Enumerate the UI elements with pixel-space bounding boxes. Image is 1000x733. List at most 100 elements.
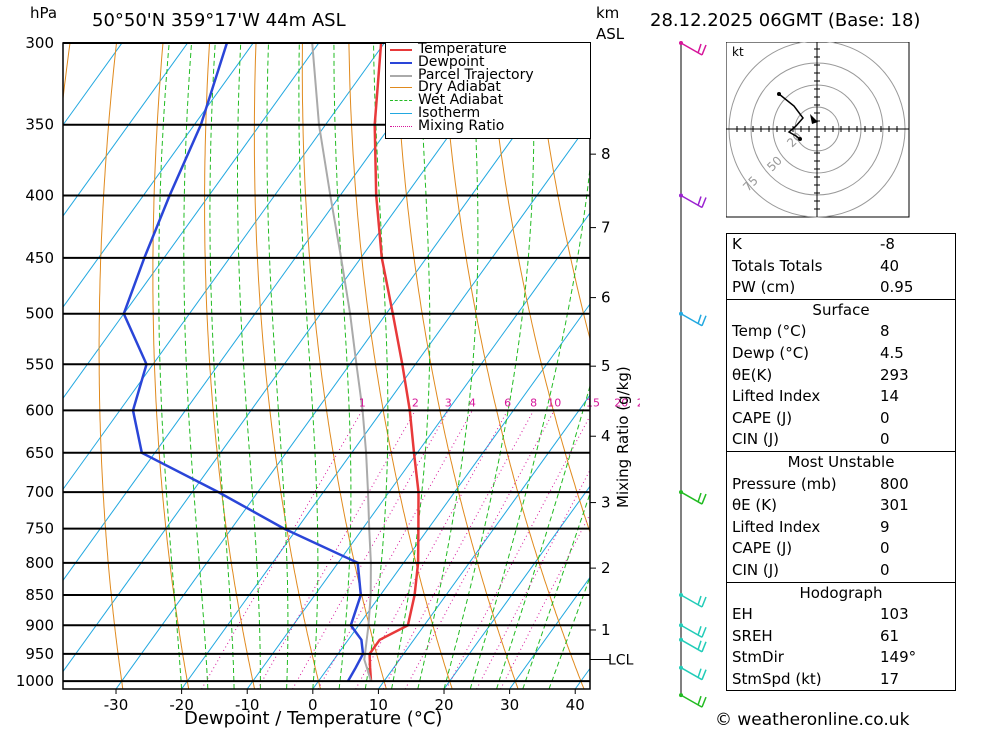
km-tick-label: 8 — [601, 145, 611, 163]
x-axis-title: Dewpoint / Temperature (°C) — [184, 708, 443, 729]
index-row: SREH 61 — [727, 626, 956, 648]
mixing-ratio-label: 1 — [359, 396, 366, 409]
wind-barb-flag — [701, 669, 707, 680]
pressure-tick-label: 750 — [25, 520, 54, 538]
index-row: CIN (J) 0 — [727, 429, 956, 451]
wind-barb — [679, 693, 707, 708]
wet-adiabat-line — [469, 163, 590, 689]
wind-barb — [679, 311, 707, 327]
index-section-title: Surface — [726, 298, 956, 322]
index-label: StmSpd (kt) — [732, 669, 822, 688]
km-tick-label: 5 — [601, 357, 611, 375]
legend-item: Dewpoint — [386, 55, 590, 69]
wind-barb-flag — [697, 668, 702, 678]
index-section-title: Hodograph — [726, 581, 956, 605]
wet-adiabat-line — [364, 43, 389, 689]
mixing-ratio-line — [500, 513, 590, 689]
legend-item: Wet Adiabat — [386, 92, 590, 109]
legend-label: Wet Adiabat — [418, 92, 504, 109]
index-label: K — [732, 235, 742, 253]
wet-adiabat-line — [158, 43, 183, 689]
wind-barb-flag — [701, 493, 707, 505]
wet-adiabat-line — [237, 43, 261, 689]
pressure-tick-label: 500 — [25, 305, 54, 323]
wind-barb — [679, 490, 707, 505]
isotherm-line — [181, 121, 590, 689]
pressure-unit-label: hPa — [30, 4, 58, 22]
dewpoint-profile — [122, 43, 365, 682]
isotherm-line — [63, 43, 189, 217]
hodograph-endpoint — [777, 92, 781, 96]
index-label: SREH — [732, 626, 773, 645]
wind-barb-flag — [697, 640, 702, 651]
index-value: 0 — [880, 430, 890, 449]
wind-barb-flag — [701, 197, 707, 208]
mixing-ratio-label: 20 — [614, 396, 628, 409]
mixing-ratio-label: 2 — [412, 396, 419, 409]
wind-barb-flag — [697, 695, 702, 706]
hodograph-startpoint — [798, 137, 802, 141]
pressure-tick-label: 850 — [25, 586, 54, 604]
index-row: θE(K) 293 — [727, 365, 956, 387]
temperature-tick-label: 30 — [500, 696, 519, 714]
index-row: Pressure (mb) 800 — [727, 474, 956, 496]
lcl-label: LCL — [608, 652, 634, 668]
index-row: StmDir 149° — [727, 647, 956, 669]
dry-adiabat-line — [626, 34, 640, 689]
wind-barb-flag — [701, 596, 707, 608]
wind-barb — [679, 665, 707, 681]
legend-swatch — [390, 87, 412, 89]
wet-adiabat-line — [417, 43, 479, 689]
index-value: 293 — [880, 365, 909, 384]
index-label: Temp (°C) — [732, 322, 807, 341]
temperature-tick-label: -10 — [235, 696, 260, 714]
wind-barb — [679, 193, 707, 209]
mixing-ratio-line — [317, 410, 473, 689]
pressure-tick-label: 950 — [25, 645, 54, 663]
dry-adiabat-line — [394, 43, 519, 689]
index-value: 800 — [880, 474, 909, 493]
legend-item: Isotherm — [386, 106, 590, 120]
index-label: CIN (J) — [732, 560, 780, 579]
pressure-tick-label: 350 — [25, 116, 54, 134]
index-value: 103 — [880, 605, 909, 624]
isotherm-line — [115, 43, 582, 689]
wet-adiabat-line — [298, 43, 319, 689]
index-section-title: Most Unstable — [726, 450, 956, 474]
pressure-tick-label: 1000 — [16, 672, 54, 690]
legend-swatch — [390, 49, 412, 51]
km-tick-label: 4 — [601, 427, 611, 445]
wet-adiabat-line — [266, 43, 289, 689]
wet-adiabat-line — [496, 384, 590, 689]
index-label: Lifted Index — [732, 517, 821, 536]
index-value: 9 — [880, 517, 890, 536]
height-unit-asl: ASL — [596, 25, 625, 43]
legend-item: Dry Adiabat — [386, 80, 590, 94]
km-tick-label: 6 — [601, 289, 611, 307]
mixing-ratio-line — [445, 414, 590, 689]
copyright: © weatheronline.co.uk — [715, 710, 910, 730]
index-value: 4.5 — [880, 343, 904, 362]
wind-barb-flag — [697, 314, 702, 324]
index-row: Lifted Index 9 — [727, 517, 956, 539]
storm-motion-arrow — [810, 114, 818, 124]
mixing-ratio-label: 8 — [530, 396, 537, 409]
isotherm-line — [312, 303, 590, 689]
index-row: K -8 — [727, 234, 956, 256]
wet-adiabat-line — [391, 43, 431, 689]
wind-barb-flag — [697, 626, 702, 636]
temperature-tick-label: 10 — [369, 696, 388, 714]
index-value: 17 — [880, 669, 900, 688]
temperature-tick-label: 0 — [308, 696, 318, 714]
isotherm-line — [443, 485, 590, 689]
wet-adiabat-line — [443, 43, 535, 689]
mixing-ratio-label: 3 — [445, 396, 452, 409]
index-row: Totals Totals 40 — [727, 256, 956, 278]
wind-barb-flag — [697, 595, 702, 606]
index-row: EH 103 — [727, 604, 956, 626]
index-value: 0 — [880, 539, 890, 558]
index-row: θE (K) 301 — [727, 495, 956, 517]
index-row: Temp (°C) 8 — [727, 321, 956, 343]
height-unit-km: km — [596, 4, 620, 22]
